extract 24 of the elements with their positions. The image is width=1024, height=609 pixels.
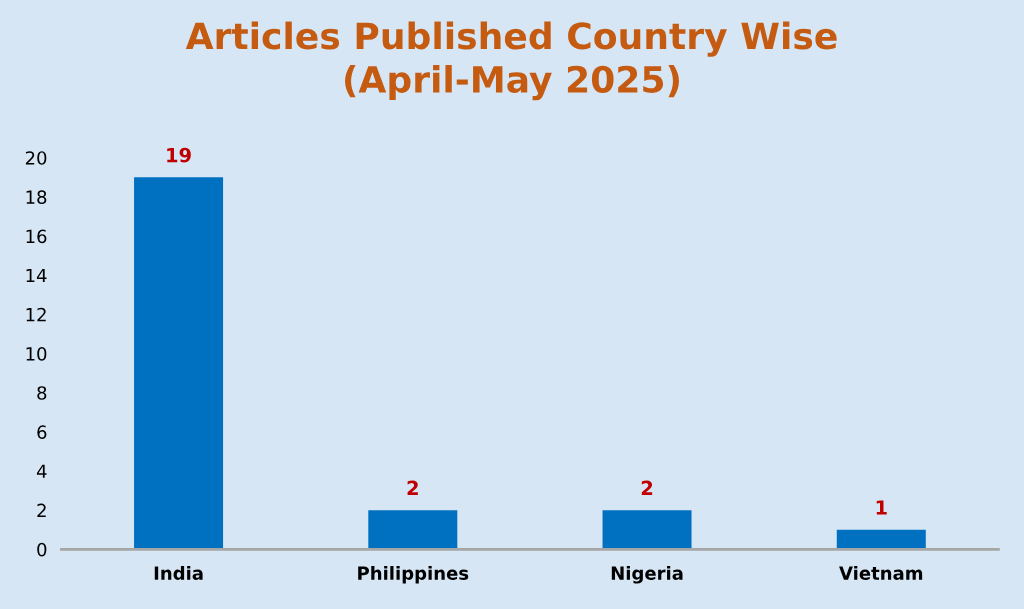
y-tick-label: 18 (26, 190, 47, 205)
y-tick-label: 8 (37, 386, 47, 400)
x-tick-label: India (154, 565, 203, 580)
chart-title: Articles Published Country Wise (April-May 2025) (185, 21, 837, 101)
bar (134, 177, 224, 550)
x-tick-label: Vietnam (839, 565, 923, 580)
y-tick-label: 14 (26, 268, 47, 283)
x-tick-label: Nigeria (611, 565, 683, 584)
bar (368, 510, 458, 550)
y-tick-label: 16 (26, 229, 47, 244)
x-tick-label: Philippines (358, 565, 469, 584)
data-label: 19 (167, 147, 191, 163)
y-tick-label: 6 (37, 425, 47, 439)
y-tick-label: 2 (37, 503, 46, 518)
y-tick-label: 4 (36, 464, 47, 478)
data-label: 2 (641, 480, 653, 495)
y-tick-label: 10 (26, 346, 47, 361)
data-label: 2 (407, 480, 418, 495)
y-tick-label: 12 (26, 307, 46, 322)
y-tick-label: 0 (37, 542, 47, 557)
data-label: 1 (876, 500, 887, 515)
bar (602, 510, 692, 550)
bar (836, 529, 926, 550)
y-tick-label: 20 (25, 151, 47, 165)
